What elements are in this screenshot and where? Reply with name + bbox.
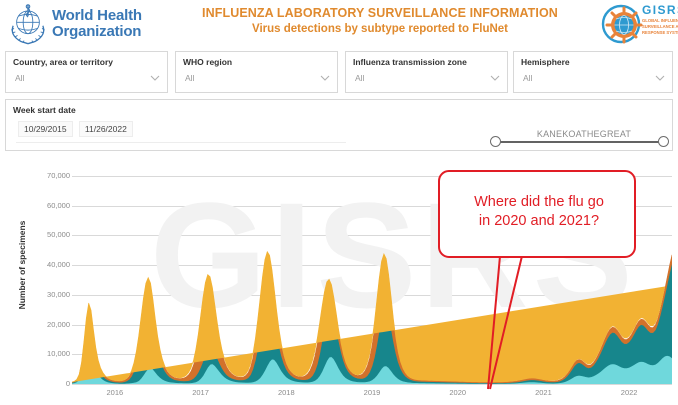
chevron-down-icon[interactable] — [490, 75, 500, 81]
svg-text:GISRS: GISRS — [642, 3, 678, 17]
gridline — [72, 384, 672, 385]
y-axis-tick-label: 60,000 — [47, 200, 70, 210]
week-start-date-label: Week start date — [13, 105, 76, 115]
gridline — [72, 205, 672, 207]
y-axis-tick-label: 40,000 — [47, 260, 70, 270]
y-axis-tick-label: 10,000 — [47, 349, 70, 359]
x-axis-tick-label: 2021 — [535, 388, 552, 397]
filter-value: All — [523, 73, 533, 83]
gridline — [72, 176, 672, 177]
chevron-down-icon[interactable] — [150, 75, 160, 81]
chevron-down-icon[interactable] — [320, 75, 330, 81]
svg-text:SURVEILLANCE AND: SURVEILLANCE AND — [642, 24, 678, 29]
date-range-slider[interactable]: KANEKOATHEGREAT — [490, 129, 670, 149]
svg-text:RESPONSE SYSTEM: RESPONSE SYSTEM — [642, 30, 678, 35]
start-date-field[interactable]: 10/29/2015 — [18, 121, 73, 137]
x-axis-tick-label: 2016 — [106, 388, 124, 397]
filter-label: Influenza transmission zone — [353, 57, 467, 67]
x-axis-ticks: 2016 2017 2018 2019 2020 2021 2022 — [72, 384, 672, 404]
who-line-2: Organization — [52, 23, 142, 40]
callout-text: Where did the flu go in 2020 and 2021? — [440, 193, 638, 231]
filter-value: All — [15, 73, 25, 83]
callout-line-1: Where did the flu go — [474, 194, 604, 210]
filter-label: Hemisphere — [521, 57, 570, 67]
gridline — [72, 324, 672, 326]
filter-value: All — [185, 73, 195, 83]
y-axis-tick-label: 20,000 — [47, 319, 70, 329]
filter-label: WHO region — [183, 57, 233, 67]
filter-country-area-territory[interactable]: Country, area or territory All — [5, 51, 168, 93]
slider-handle-start[interactable] — [490, 136, 501, 147]
slider-watermark-text: KANEKOATHEGREAT — [536, 129, 632, 139]
page-header: World Health Organization INFLUENZA LABO… — [0, 0, 678, 47]
title-line-2: Virus detections by subtype reported to … — [251, 23, 509, 35]
x-axis-tick-label: 2018 — [277, 388, 295, 397]
title-line-1: INFLUENZA LABORATORY SURVEILLANCE INFORM… — [202, 6, 558, 20]
filter-who-region[interactable]: WHO region All — [175, 51, 338, 93]
who-logo-icon — [6, 3, 50, 45]
x-axis-tick-label: 2019 — [363, 388, 381, 397]
gridline — [72, 294, 672, 296]
who-wordmark: World Health Organization — [52, 8, 142, 40]
callout-line-2: in 2020 and 2021? — [478, 213, 600, 229]
dashboard-title: INFLUENZA LABORATORY SURVEILLANCE INFORM… — [175, 6, 585, 35]
y-axis-ticks: 0 10,000 20,000 30,000 40,000 50,000 60,000 70,… — [20, 152, 70, 388]
slider-track[interactable] — [497, 141, 663, 143]
filter-bar: Country, area or territory All WHO regio… — [0, 49, 678, 96]
date-panel-divider — [16, 142, 346, 143]
annotation-callout: Where did the flu go in 2020 and 2021? — [438, 170, 636, 258]
gisrs-logo-icon: GISRS GLOBAL INFLUENZA SURVEILLANCE AND … — [600, 1, 678, 46]
gridline — [72, 235, 672, 237]
area-series — [72, 250, 666, 383]
x-axis-tick-label: 2022 — [620, 388, 638, 397]
svg-text:GLOBAL INFLUENZA: GLOBAL INFLUENZA — [642, 18, 678, 23]
x-axis-tick-label: 2017 — [192, 388, 209, 397]
filter-label: Country, area or territory — [13, 57, 113, 67]
y-axis-tick-label: 0 — [65, 379, 70, 388]
date-range-values: 10/29/2015 11/26/2022 — [18, 121, 137, 137]
filter-influenza-transmission-zone[interactable]: Influenza transmission zone All — [345, 51, 508, 93]
x-axis-tick-label: 2020 — [449, 388, 467, 397]
filter-value: All — [355, 73, 365, 83]
chevron-down-icon[interactable] — [655, 75, 665, 81]
chart-plot-area — [72, 176, 672, 384]
end-date-field[interactable]: 11/26/2022 — [78, 121, 133, 137]
slider-handle-end[interactable] — [658, 136, 669, 147]
who-line-1: World Health — [52, 7, 142, 24]
week-start-date-filter[interactable]: Week start date 10/29/2015 11/26/2022 KA… — [5, 99, 673, 151]
gridline — [72, 265, 672, 267]
y-axis-tick-label: 50,000 — [47, 230, 70, 240]
callout-pointer — [487, 256, 523, 390]
y-axis-tick-label: 70,000 — [47, 171, 70, 180]
filter-hemisphere[interactable]: Hemisphere All — [513, 51, 673, 93]
y-axis-tick-label: 30,000 — [47, 289, 70, 299]
